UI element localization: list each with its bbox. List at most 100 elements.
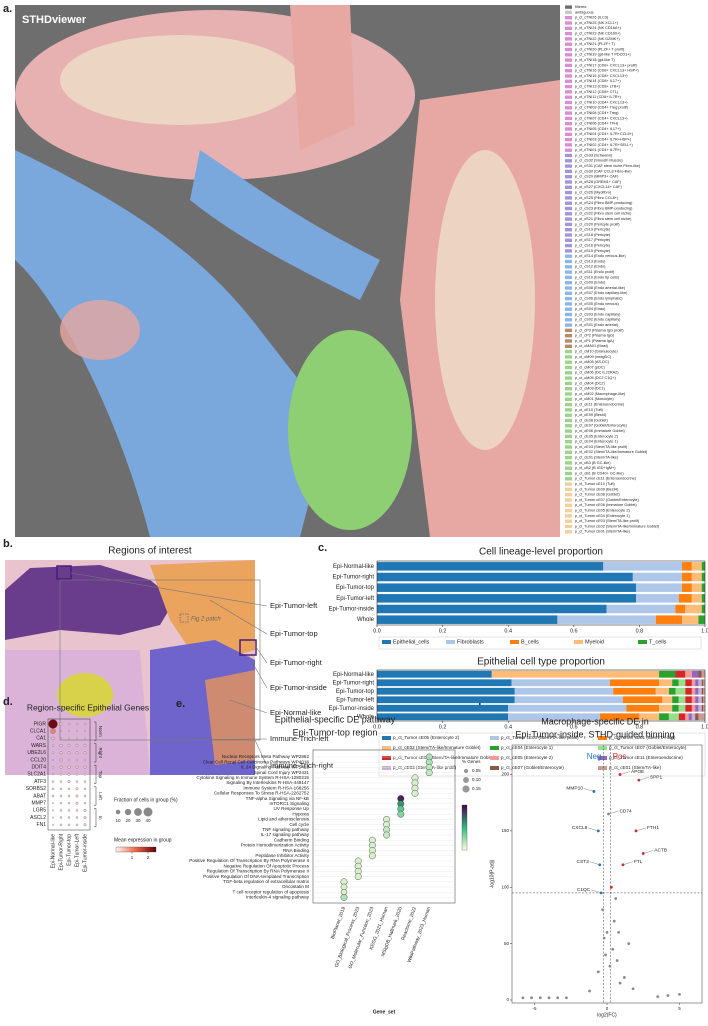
region-label: Immune-Trich-right: [270, 761, 334, 770]
category-label: Epi-Tumor-top: [336, 689, 375, 695]
label-leader: [619, 771, 631, 775]
gene-point: [618, 981, 622, 985]
bar-segment: [698, 670, 702, 678]
legend-swatch: [565, 69, 572, 73]
chart-title: Epi-Tumor-inside, STHD-guided binning: [515, 729, 674, 739]
bar-segment: [685, 679, 692, 687]
legend-label: p_ct_Tumor cE09 (Best4): [575, 487, 619, 491]
legend-swatch: [598, 736, 607, 740]
expression-dot: [52, 773, 54, 776]
set-label: Reactome_2022: [400, 906, 418, 941]
set-label: GO_Molecular_Function_2023: [347, 906, 375, 970]
expression-dot: [67, 765, 71, 769]
plot-frame: [376, 560, 706, 626]
category-label: Epi-Tumor-inside: [329, 706, 375, 712]
bar-segment: [377, 696, 515, 704]
bar-segment: [609, 679, 660, 687]
legend-swatch: [565, 100, 572, 105]
x-tick-label: 0.2: [439, 628, 447, 634]
bar-segment: [678, 704, 686, 712]
bar-segment: [377, 562, 604, 571]
group-label: Epi-Tumor-Left: [74, 833, 80, 867]
expression-dot: [60, 730, 62, 733]
gene-label: ASCL2: [30, 815, 46, 821]
legend-label: B_cells: [521, 639, 539, 645]
pathway-label: Regulation Of Transcription By RNA Polym…: [207, 869, 309, 874]
category-label: Epi-Normal-like: [333, 672, 375, 678]
legend-swatch: [565, 339, 572, 343]
legend-label: p_ct_cS16 (Pericyte): [575, 244, 611, 248]
bar-segment: [701, 604, 705, 614]
legend-label: p_ct_cTNI06 (CD4+ TFH): [575, 122, 619, 126]
legend-label: p_ct_cTNI18 (gd-like T): [575, 58, 615, 62]
expression-dot: [52, 759, 54, 761]
bar-segment: [703, 687, 705, 695]
legend-swatch: [565, 376, 572, 380]
legend-label: p_ct_cE01 (Stem/TA-like): [575, 456, 619, 460]
gene-point: [556, 996, 560, 1000]
bar-segment: [668, 713, 679, 721]
x-tick-label: 0: [606, 1006, 609, 1011]
bar-segment: [377, 670, 492, 678]
legend-swatch: [565, 445, 572, 449]
gene-point: [611, 947, 615, 951]
label-leader: [643, 850, 654, 854]
legend-label: p_ct_cE05 (Enterocyte 2): [501, 755, 553, 760]
legend-label: p_ct_Tumor cE04 (Enterocyte 1): [575, 514, 630, 518]
legend-swatch: [565, 16, 572, 20]
legend-label: p_ct_cS15 (Pericyte): [575, 249, 611, 253]
legend-label: p_ct_cTNI03 (CD4+ IL7R+HSP+): [575, 138, 632, 142]
expression-dot: [67, 802, 71, 805]
legend-label: p_ct_cTNI19 (gd-like T PDCD1+): [575, 53, 631, 57]
legend-label: p_ct_cS32 (Smooth Muscle): [575, 159, 623, 163]
bar-segment: [662, 696, 673, 704]
bar-segment: [701, 562, 705, 571]
legend-label: p_ct_cM01 (Monocyte): [575, 397, 614, 401]
expression-dot: [75, 823, 79, 826]
legend-swatch: [565, 122, 572, 126]
legend-label: p_ct_cS08 (Endo arterial-like): [575, 286, 626, 290]
bar-segment: [672, 704, 679, 712]
bar-segment: [672, 696, 679, 704]
legend-swatch: [565, 461, 572, 465]
legend-swatch: [565, 106, 572, 110]
legend-label: Epithelial_cells: [393, 639, 430, 645]
pathway-label: TNF signaling pathway: [262, 827, 309, 832]
gene-label: FTL: [634, 859, 643, 865]
legend-swatch: [565, 243, 572, 248]
pos-label: Pos: [613, 752, 627, 761]
colorbar-label: 2: [147, 855, 150, 860]
legend-swatch: [565, 206, 572, 211]
legend-swatch: [565, 429, 572, 433]
pathway-dot: [340, 893, 348, 901]
pathway-label: Cadherin Binding: [274, 837, 310, 842]
expression-dot: [67, 744, 71, 747]
size-legend-dot: [143, 807, 153, 817]
expression-dot: [75, 773, 79, 776]
legend-label: p_ct_cS23 (Fibro BMP-producing): [575, 206, 633, 210]
bar-segment: [613, 687, 656, 695]
pathway-label: Positive Regulation Of DNA-templated Tra…: [203, 874, 309, 879]
legend-swatch: [565, 196, 572, 200]
legend-swatch: [565, 148, 572, 152]
legend-swatch: [565, 228, 572, 232]
legend-swatch: [382, 756, 391, 760]
legend-swatch: [565, 365, 572, 370]
legend-label: p_ct_cTNI08 (CD4+ Treg): [575, 111, 619, 115]
legend-label: p_ct_cS13 (Endo): [575, 259, 606, 263]
legend-label: p_ct_cTNI09 (CD4+ Treg prolif): [575, 106, 629, 110]
bar-segment: [698, 679, 702, 687]
gene-point: [618, 773, 622, 776]
legend-swatch: [565, 381, 572, 386]
legend-label: ambiguous: [575, 10, 594, 14]
expression-dot: [83, 823, 87, 827]
pathway-dot: [411, 789, 419, 797]
bar-segment: [695, 704, 699, 712]
pathway-label: Hypoxia: [292, 811, 309, 816]
bar-segment: [678, 713, 686, 721]
bracket: [94, 808, 97, 828]
legend-swatch: [565, 281, 572, 285]
legend-label: p_ct_cS21 (Fibro stem cell niche): [575, 217, 632, 221]
gene-label: ABAT: [33, 793, 46, 799]
